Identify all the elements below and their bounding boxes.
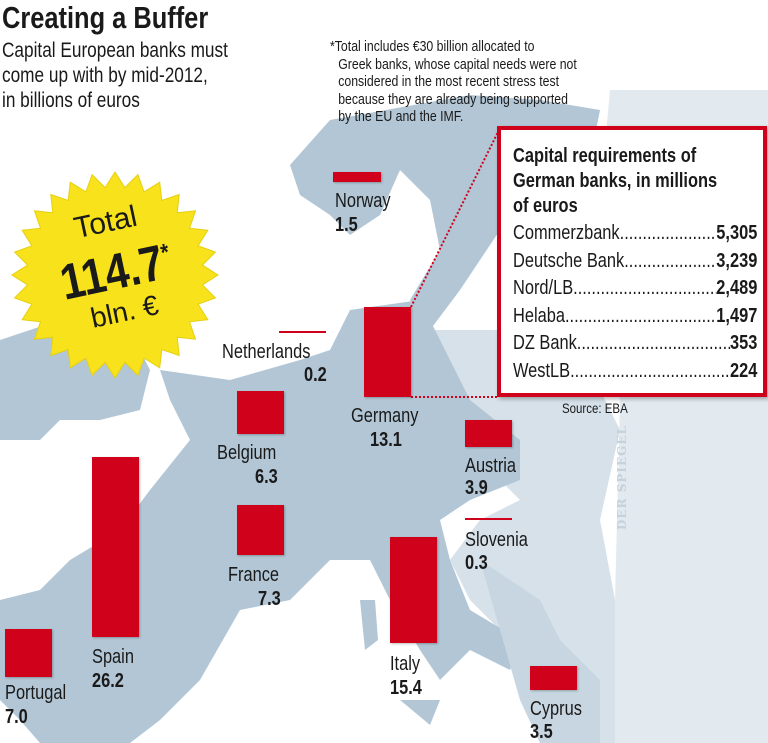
bar-slovenia [465, 518, 512, 520]
footnote: *Total includes €30 billion allocated to… [330, 38, 577, 126]
country-label-slovenia: Slovenia [465, 529, 528, 551]
callout-line [410, 127, 501, 308]
bank-row: Commerzbank 5,305 [513, 222, 757, 245]
footnote-line: Greek banks, whose capital needs were no… [338, 55, 577, 73]
value-label-spain: 26.2 [92, 670, 124, 692]
bank-value: 3,239 [716, 249, 758, 272]
country-label-portugal: Portugal [5, 682, 67, 704]
german-banks-table: Capital requirements of German banks, in… [497, 126, 767, 397]
country-label-spain: Spain [92, 646, 134, 668]
value-label-cyprus: 3.5 [530, 721, 553, 743]
leader-dots [577, 332, 730, 355]
country-label-italy: Italy [390, 653, 421, 675]
leader-dots [565, 305, 716, 328]
subtitle-line: come up with by mid-2012, [2, 64, 208, 87]
bank-row: DZ Bank 353 [513, 332, 757, 355]
bar-belgium [237, 390, 284, 434]
value-label-slovenia: 0.3 [465, 552, 488, 574]
country-label-austria: Austria [465, 455, 517, 477]
value-label-belgium: 6.3 [255, 466, 278, 488]
bank-row: Deutsche Bank 3,239 [513, 250, 757, 273]
footnote-line: *Total includes €30 billion allocated to [330, 38, 535, 55]
bar-portugal [5, 628, 52, 677]
bank-value: 5,305 [716, 222, 758, 244]
inset-title: Capital requirements of German banks, in… [513, 145, 718, 217]
bank-name: DZ Bank [513, 332, 577, 354]
bar-france [237, 504, 284, 555]
bar-cyprus [530, 665, 577, 690]
bank-name: WestLB [513, 359, 571, 382]
bank-value: 1,497 [716, 304, 758, 327]
country-label-belgium: Belgium [217, 442, 277, 464]
bar-austria [465, 420, 512, 447]
starburst-badge [11, 171, 219, 379]
country-label-germany: Germany [351, 405, 419, 427]
country-label-cyprus: Cyprus [530, 698, 582, 720]
bank-value: 224 [729, 359, 758, 382]
country-label-france: France [228, 564, 280, 586]
footnote-line: considered in the most recent stress tes… [338, 73, 560, 90]
leader-dots [570, 360, 730, 383]
value-label-italy: 15.4 [390, 677, 422, 699]
bar-netherlands [279, 331, 326, 333]
bank-value: 353 [729, 332, 758, 354]
source-label: Source: EBA [562, 400, 628, 416]
bank-name: Nord/LB [513, 277, 574, 299]
country-label-netherlands: Netherlands [222, 341, 311, 363]
bar-germany [364, 307, 411, 397]
page-title: Creating a Buffer [2, 0, 209, 35]
bar-italy [390, 537, 437, 643]
bank-value: 2,489 [716, 277, 758, 299]
bank-name: Commerzbank [513, 222, 620, 244]
value-label-germany: 13.1 [370, 429, 402, 451]
value-label-portugal: 7.0 [5, 706, 28, 728]
value-label-netherlands: 0.2 [304, 364, 327, 386]
value-label-norway: 1.5 [335, 214, 358, 236]
bar-norway [333, 171, 381, 182]
value-label-austria: 3.9 [465, 477, 488, 499]
leader-dots [573, 277, 716, 300]
leader-dots [620, 222, 717, 245]
bank-row: Nord/LB 2,489 [513, 277, 757, 300]
watermark: DER SPIEGEL [615, 425, 629, 530]
bank-row: Helaba 1,497 [513, 305, 757, 328]
subtitle-line: in billions of euros [2, 89, 140, 112]
footnote-line: by the EU and the IMF. [338, 108, 464, 125]
value-label-france: 7.3 [258, 588, 281, 610]
footnote-line: because they are already being supported [338, 90, 568, 108]
bank-name: Deutsche Bank [513, 249, 625, 272]
leader-dots [624, 250, 716, 273]
bar-spain [92, 457, 139, 637]
subtitle: Capital European banks must come up with… [2, 38, 228, 113]
subtitle-line: Capital European banks must [2, 39, 228, 62]
bank-name: Helaba [513, 304, 565, 327]
country-label-norway: Norway [335, 190, 391, 212]
bank-row: WestLB 224 [513, 360, 757, 383]
